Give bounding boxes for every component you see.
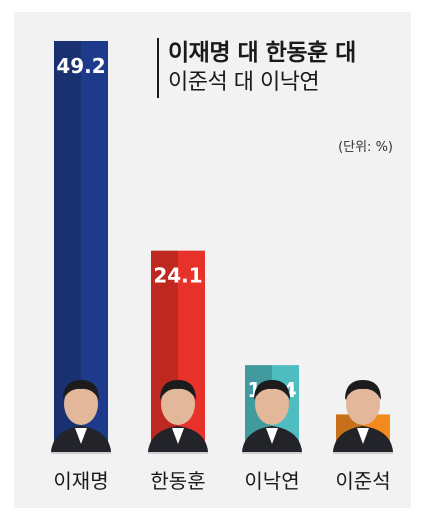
category-label: 이재명: [53, 469, 108, 493]
chart-title-line1: 이재명 대 한동훈 대: [168, 40, 356, 66]
value-label: 24.1: [153, 264, 202, 288]
chart-panel: 이재명 대 한동훈 대 이준석 대 이낙연 (단위: %) 49.2 이재명 24.…: [14, 12, 411, 508]
category-label: 이준석: [335, 469, 390, 493]
portrait-icon: [148, 380, 208, 454]
unit-label: (단위: %): [338, 140, 393, 155]
portrait-icon: [242, 380, 302, 454]
category-label: 한동훈: [150, 469, 205, 493]
chart-title-line2: 이준석 대 이낙연: [168, 70, 320, 95]
portrait-icon: [333, 380, 393, 454]
value-label: 49.2: [56, 54, 105, 78]
category-label: 이낙연: [244, 469, 299, 493]
title-block: 이재명 대 한동훈 대 이준석 대 이낙연: [157, 38, 356, 98]
portrait-icon: [51, 380, 111, 454]
bar-1: [54, 41, 108, 452]
